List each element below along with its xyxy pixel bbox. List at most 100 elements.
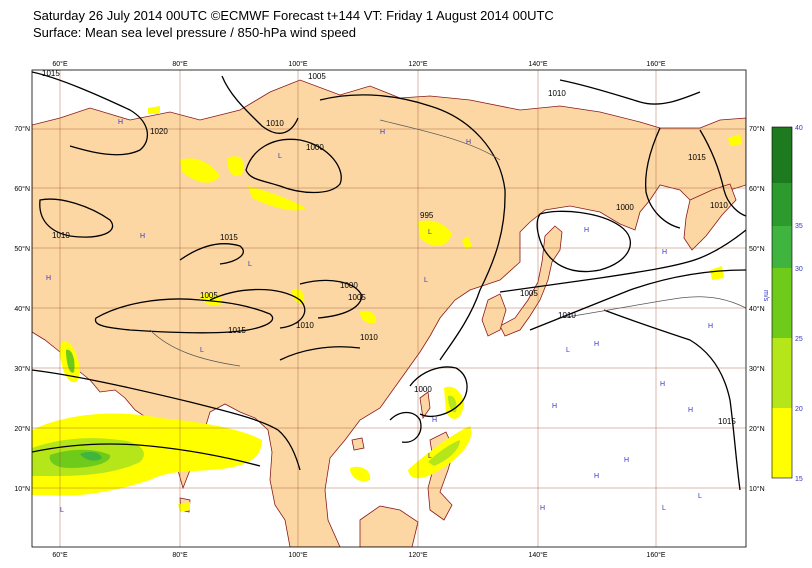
- isobar-label: 1010: [360, 333, 378, 342]
- isobar-label: 1005: [308, 72, 326, 81]
- colorbar-band: [772, 268, 792, 338]
- colorbar-band: [772, 338, 792, 408]
- pressure-centre-marker: H: [432, 417, 437, 424]
- pressure-centre-marker: H: [466, 139, 471, 146]
- pressure-centre-marker: H: [46, 275, 51, 282]
- lon-label: 120°E: [408, 60, 427, 68]
- isobar-label: 1000: [414, 385, 432, 394]
- isobar-label: 1015: [42, 69, 60, 78]
- colorbar-unit: m/s: [762, 290, 769, 302]
- pressure-centre-marker: H: [540, 505, 545, 512]
- pressure-centre-marker: H: [688, 407, 693, 414]
- isobar-label: 1010: [296, 321, 314, 330]
- lon-label: 120°E: [408, 551, 427, 559]
- colorbar-level: 40: [795, 125, 803, 132]
- pressure-centre-marker: L: [424, 277, 428, 284]
- lat-label: 30°N: [14, 365, 30, 373]
- wind-speed-shading: [32, 106, 742, 512]
- lon-labels-bottom: 60°E 80°E 100°E 120°E 140°E 160°E: [52, 551, 666, 559]
- isobar-label: 1005: [200, 291, 218, 300]
- land-korea: [481, 293, 507, 337]
- colorbar-band: [772, 127, 792, 183]
- pressure-centre-marker: L: [698, 493, 702, 500]
- lon-labels-top: 60°E 80°E 100°E 120°E 140°E 160°E: [52, 60, 666, 68]
- lat-label: 70°N: [14, 125, 30, 133]
- pressure-centre-marker: L: [60, 507, 64, 514]
- colorbar-band: [772, 226, 792, 268]
- isobar-labels: 1015 1005 1010 1020 1010 1000 1015 1010 …: [42, 69, 736, 426]
- lon-label: 160°E: [646, 60, 665, 68]
- isobar-label: 1010: [558, 311, 576, 320]
- lat-label: 60°N: [14, 185, 30, 193]
- wind-speed-colorbar: 40 35 30 25 20 15 m/s: [762, 125, 803, 483]
- lat-label: 50°N: [749, 245, 765, 253]
- lon-label: 160°E: [646, 551, 665, 559]
- lon-label: 60°E: [52, 551, 68, 559]
- pressure-centre-marker: L: [662, 505, 666, 512]
- pressure-centre-marker: H: [594, 473, 599, 480]
- pressure-centre-marker: L: [566, 347, 570, 354]
- lat-lon-grid: [32, 70, 746, 547]
- land-taiwan: [419, 391, 431, 420]
- isobar-label: 1010: [548, 89, 566, 98]
- lat-label: 10°N: [14, 485, 30, 493]
- isobar-label: 1000: [616, 203, 634, 212]
- lat-labels-right: 70°N 60°N 50°N 40°N 30°N 20°N 10°N: [749, 125, 765, 493]
- lon-label: 60°E: [52, 60, 68, 68]
- pressure-centre-marker: H: [660, 381, 665, 388]
- pressure-centre-marker: L: [428, 229, 432, 236]
- pressure-centre-marker: H: [552, 403, 557, 410]
- isobar-label: 1000: [340, 281, 358, 290]
- pressure-centre-marker: H: [584, 227, 589, 234]
- colorbar-level: 25: [795, 336, 803, 343]
- isobar-label: 1005: [348, 293, 366, 302]
- isobar-label: 1020: [150, 127, 168, 136]
- lon-label: 100°E: [288, 60, 307, 68]
- lon-label: 100°E: [288, 551, 307, 559]
- colorbar-level: 35: [795, 223, 803, 230]
- map-frame: [31, 69, 747, 548]
- pressure-centre-marker: H: [708, 323, 713, 330]
- lon-label: 80°E: [172, 60, 188, 68]
- pressure-centre-marker: H: [140, 233, 145, 240]
- pressure-centre-marker: L: [248, 261, 252, 268]
- pressure-centre-marker: L: [278, 153, 282, 160]
- isobar-label: 1015: [688, 153, 706, 162]
- lat-label: 40°N: [14, 305, 30, 313]
- lat-label: 10°N: [749, 485, 765, 493]
- lat-label: 50°N: [14, 245, 30, 253]
- colorbar-band: [772, 183, 792, 226]
- lat-labels-left: 70°N 60°N 50°N 40°N 30°N 20°N 10°N: [14, 125, 30, 493]
- lon-label: 140°E: [528, 60, 547, 68]
- isobar-label: 1015: [228, 326, 246, 335]
- lat-label: 30°N: [749, 365, 765, 373]
- pressure-centre-marker: H: [118, 119, 123, 126]
- land-hainan: [351, 437, 365, 451]
- lon-label: 80°E: [172, 551, 188, 559]
- colorbar-level: 20: [795, 406, 803, 413]
- isobar-label: 995: [420, 211, 434, 220]
- isobars: [32, 71, 746, 491]
- isobar-label: 1010: [52, 231, 70, 240]
- isobar-label: 1005: [520, 289, 538, 298]
- pressure-centre-marker: H: [380, 129, 385, 136]
- pressure-centre-marker: H: [662, 249, 667, 256]
- pressure-centre-marker: L: [200, 347, 204, 354]
- isobar-label: 1015: [220, 233, 238, 242]
- pressure-centre-marker: H: [624, 457, 629, 464]
- pressure-centres: H H H L H L H L H H L H L L H L H H H H …: [46, 119, 713, 514]
- isobar-label: 1000: [306, 143, 324, 152]
- land-kamchatka: [683, 183, 737, 251]
- pressure-centre-marker: L: [428, 453, 432, 460]
- lat-label: 20°N: [14, 425, 30, 433]
- colorbar-band: [772, 408, 792, 478]
- map-title: Saturday 26 July 2014 00UTC ©ECMWF Forec…: [33, 8, 554, 23]
- map-subtitle: Surface: Mean sea level pressure / 850-h…: [33, 25, 357, 40]
- isobar-label: 1010: [710, 201, 728, 210]
- isobar-label: 1010: [266, 119, 284, 128]
- colorbar-level: 30: [795, 266, 803, 273]
- lat-label: 60°N: [749, 185, 765, 193]
- lon-label: 140°E: [528, 551, 547, 559]
- pressure-centre-marker: H: [594, 341, 599, 348]
- colorbar-level: 15: [795, 476, 803, 483]
